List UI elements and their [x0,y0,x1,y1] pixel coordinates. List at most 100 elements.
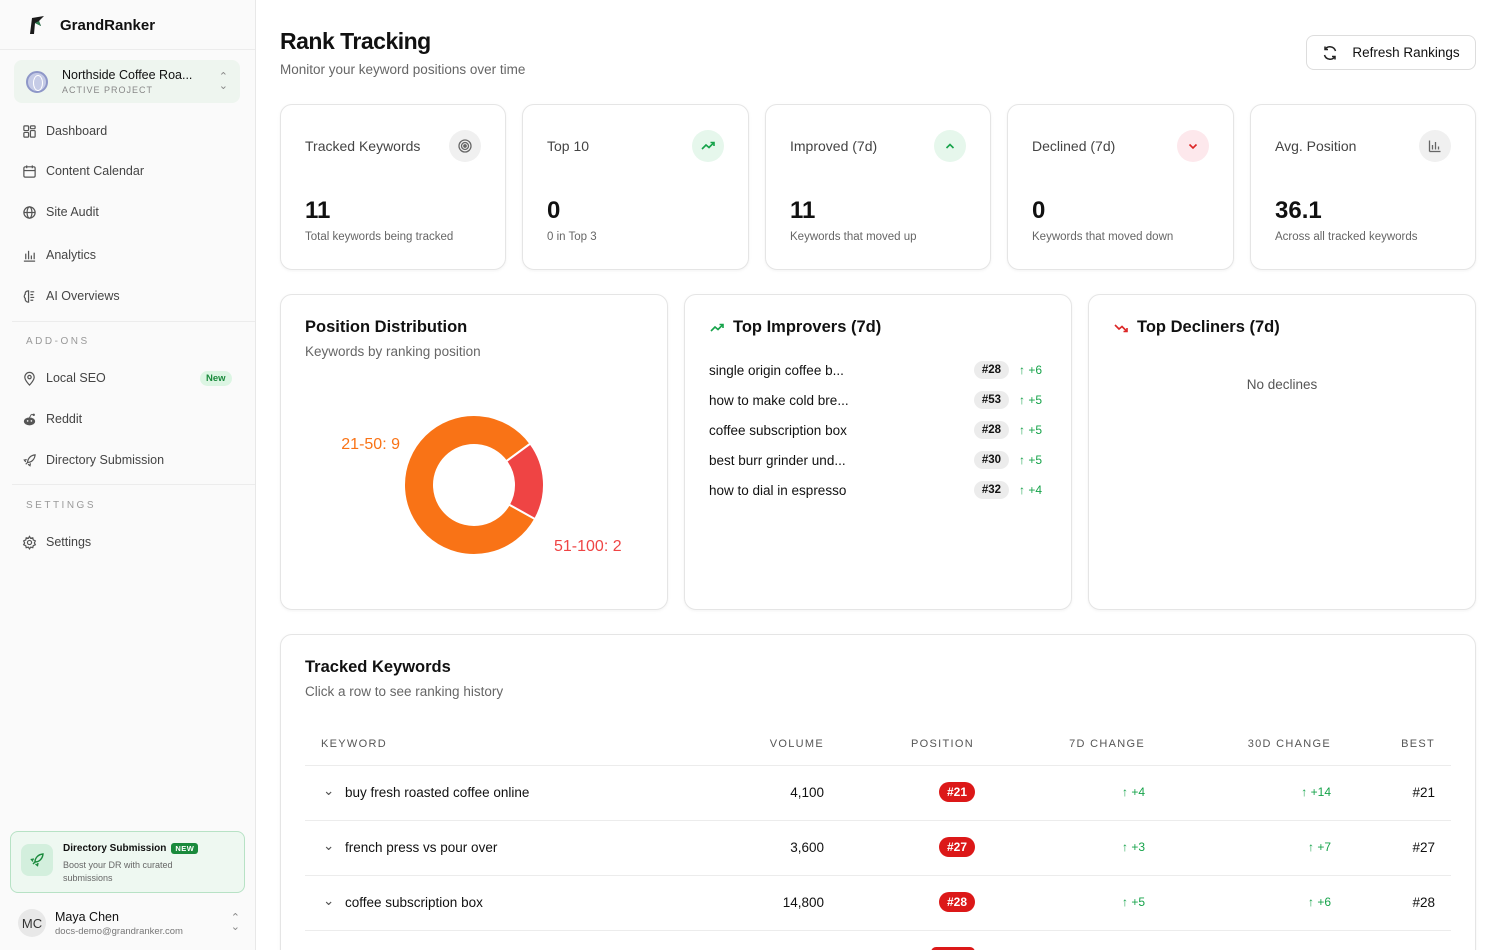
page-subtitle: Monitor your keyword positions over time [280,62,526,77]
user-menu[interactable]: MC Maya Chen docs-demo@grandranker.com ⌃… [18,908,240,938]
best-cell: #21 [1412,785,1435,800]
chevron-down-icon[interactable]: ⌄ [323,893,335,908]
panel-title: Top Improvers (7d) [709,318,881,337]
user-email: docs-demo@grandranker.com [55,925,183,937]
stat-description: Keywords that moved down [1032,231,1174,243]
divider [12,321,255,322]
column-header-keyword[interactable]: KEYWORD [321,738,387,750]
divider [12,484,255,485]
chevron-updown-icon: ⌃ ⌄ [218,70,228,92]
promo-card[interactable]: Directory Submission NEW Boost your DR w… [10,831,245,893]
change-value: ↑ +4 [1019,483,1043,497]
sidebar-item-label: Directory Submission [46,453,165,467]
refresh-rankings-button[interactable]: Refresh Rankings [1306,35,1476,70]
sidebar-item-local-seo[interactable]: Local SEO New [22,368,232,388]
change-7d-cell: ↑ +3 [1121,840,1145,854]
column-header-30d-change[interactable]: 30D CHANGE [1247,738,1331,750]
column-header-best[interactable]: BEST [1401,738,1435,750]
panel-title: Top Decliners (7d) [1113,318,1280,337]
stat-value: 11 [305,197,331,224]
donut-label: 51-100: 2 [554,538,622,555]
sidebar-item-reddit[interactable]: Reddit [22,409,82,429]
sidebar-item-analytics[interactable]: Analytics [22,245,96,265]
panel-subtitle: Click a row to see ranking history [305,684,504,699]
brand[interactable]: GrandRanker [26,13,155,37]
bar-chart-icon [1419,130,1451,162]
change-number: +14 [1310,785,1331,799]
keyword: best burr grinder und... [709,452,846,468]
panel-title-text: Top Improvers (7d) [733,318,882,336]
change-number: +6 [1317,895,1331,909]
list-item[interactable]: how to dial in espresso #32 ↑ +4 [709,478,1049,502]
change-number: +3 [1131,840,1145,854]
table-row[interactable]: ⌄ coffee subscription box 14,800 #28 ↑ +… [305,875,1451,930]
sidebar-item-ai-overviews[interactable]: AI Overviews [22,286,120,306]
project-switcher[interactable]: Northside Coffee Roa... ACTIVE PROJECT ⌃… [14,60,240,103]
globe-icon [23,205,36,219]
stat-card-declined: Declined (7d) 0 Keywords that moved down [1007,104,1234,270]
change-value: ↑ +5 [1019,453,1043,467]
position-pill: #28 [973,421,1009,439]
promo-description: Boost your DR with curated submissions [63,860,173,883]
refresh-icon [1324,45,1337,60]
stat-description: Across all tracked keywords [1275,231,1418,243]
list-item[interactable]: how to make cold bre... #53 ↑ +5 [709,388,1049,412]
column-header-position[interactable]: POSITION [911,738,974,750]
rocket-icon [23,453,36,467]
donut-slice-21-50[interactable] [403,414,537,556]
donut-label: 21-50: 9 [341,436,400,453]
keyword-cell: french press vs pour over [345,840,498,855]
sidebar-item-label: AI Overviews [46,289,120,303]
donut-slice-51-100[interactable] [504,442,545,521]
volume-cell: 14,800 [782,895,824,910]
stat-label: Avg. Position [1275,138,1357,154]
stat-card-tracked-keywords: Tracked Keywords 11 Total keywords being… [280,104,506,270]
sidebar-item-directory-submission[interactable]: Directory Submission [22,450,164,470]
sidebar-item-label: Local SEO [46,371,106,385]
page-title: Rank Tracking [280,28,431,54]
stat-value: 36.1 [1275,197,1322,224]
stat-label: Declined (7d) [1032,138,1116,154]
sidebar-item-content-calendar[interactable]: Content Calendar [22,161,144,181]
keyword: coffee subscription box [709,422,847,438]
best-cell: #28 [1412,895,1435,910]
list-item[interactable]: single origin coffee b... #28 ↑ +6 [709,358,1049,382]
change-value: ↑ +5 [1019,423,1043,437]
stat-label: Improved (7d) [790,138,878,154]
sidebar-item-label: Content Calendar [46,164,144,178]
donut-chart: 21-50: 9 51-100: 2 [341,414,622,556]
keyword: how to dial in espresso [709,482,847,498]
stat-card-improved: Improved (7d) 11 Keywords that moved up [765,104,991,270]
list-item[interactable]: best burr grinder und... #30 ↑ +5 [709,448,1049,472]
map-pin-icon [24,371,35,386]
rocket-icon [21,844,53,876]
keyword-cell: buy fresh roasted coffee online [345,785,530,800]
column-header-volume[interactable]: VOLUME [769,738,824,750]
table-row[interactable]: ⌄ french press vs pour over 3,600 #27 ↑ … [305,820,1451,875]
chevron-down-icon[interactable]: ⌄ [323,783,335,798]
refresh-label: Refresh Rankings [1352,45,1460,60]
change-30d-cell: ↑ +14 [1301,785,1331,799]
list-item[interactable]: coffee subscription box #28 ↑ +5 [709,418,1049,442]
avatar: MC [18,909,46,937]
sidebar-item-site-audit[interactable]: Site Audit [22,202,99,222]
volume-cell: 4,100 [790,785,824,800]
sidebar-item-label: Reddit [46,412,83,426]
sidebar-item-settings[interactable]: Settings [22,532,91,552]
promo-title: Directory Submission NEW [63,843,199,854]
project-globe-icon [26,70,48,93]
change-30d-cell: ↑ +7 [1307,840,1331,854]
volume-cell: 3,600 [790,840,824,855]
position-pill: #30 [973,451,1009,469]
table-row[interactable]: ⌄ buy fresh roasted coffee online 4,100 … [305,765,1451,820]
best-cell: #27 [1412,840,1435,855]
reddit-icon [23,413,36,425]
column-header-7d-change[interactable]: 7D CHANGE [1069,738,1145,750]
target-icon [449,130,481,162]
sidebar-item-dashboard[interactable]: Dashboard [22,121,107,141]
keyword: single origin coffee b... [709,362,844,378]
section-label-settings: SETTINGS [26,500,97,511]
table-row[interactable] [305,930,1451,950]
change-number: +6 [1028,363,1043,377]
chevron-down-icon[interactable]: ⌄ [323,838,335,853]
